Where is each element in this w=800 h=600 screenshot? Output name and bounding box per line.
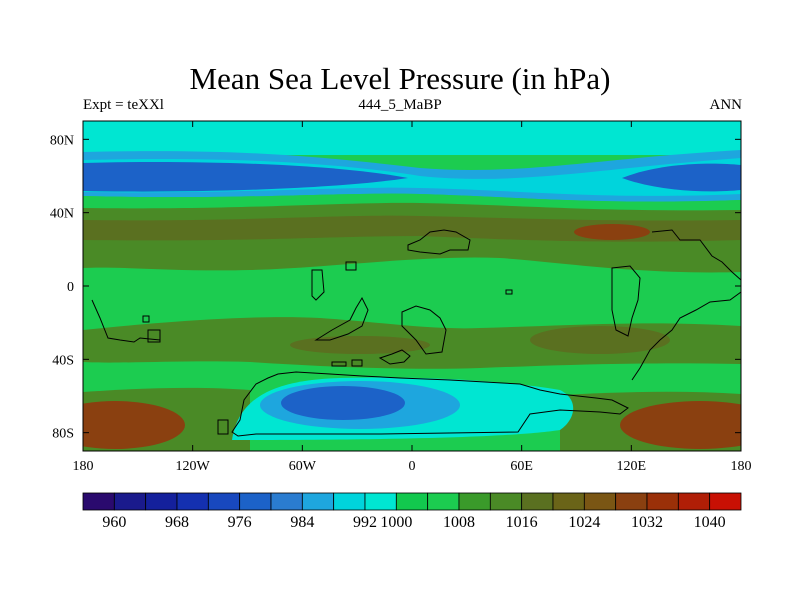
coastline-islet-6 (378, 349, 411, 365)
midlat-transition-north (83, 193, 741, 211)
experiment-name: 444_5_MaBP (358, 97, 442, 113)
colorbar-label: 992 (353, 514, 377, 531)
coastline-antarctic-margin (231, 371, 629, 437)
colorbar-swatch (458, 492, 491, 511)
colorbar-swatch (301, 492, 335, 511)
colorbar-swatch (489, 492, 523, 511)
colorbar: 960 968 976 984 992 1000 1008 1016 1024 1032 1040 (82, 492, 742, 531)
southwest-high-core (83, 401, 185, 449)
coastline-islet-7 (505, 289, 513, 295)
colorbar-swatch (709, 492, 742, 511)
coastline-western-margin (314, 296, 369, 341)
colorbar-label: 976 (228, 514, 252, 531)
colorbar-label: 1000 (380, 514, 412, 531)
colorbar-swatch (677, 492, 711, 511)
coastline-far-east (631, 229, 742, 381)
axis-ticks: 180 120W 60W 0 60E 120E 180 80N 40N 0 40S 80S (50, 121, 752, 474)
y-tick-label: 40S (52, 353, 74, 368)
coastline-islet-8 (217, 419, 229, 435)
colorbar-swatch (646, 492, 679, 511)
x-tick-label: 60E (510, 459, 533, 474)
asian-high (574, 224, 650, 240)
y-tick-label: 80N (50, 133, 74, 148)
coastline-central-continent (401, 305, 447, 355)
season-label: ANN (709, 97, 743, 113)
x-tick-label: 60W (289, 459, 317, 474)
colorbar-swatch (583, 492, 617, 511)
pressure-field (83, 121, 741, 451)
south-atlantic-high (290, 336, 430, 354)
coastline-islet-5 (351, 359, 363, 367)
colorbar-label: 1016 (506, 514, 538, 531)
x-tick-label: 0 (409, 459, 416, 474)
coastline-eastern-continent (611, 265, 641, 337)
coastline-islet-2 (142, 315, 150, 323)
colorbar-swatch (427, 492, 460, 511)
colorbar-label: 984 (290, 514, 314, 531)
colorbar-label: 1032 (631, 514, 663, 531)
colorbar-swatch (207, 492, 241, 511)
coastline-islet-1 (345, 261, 357, 271)
colorbar-label: 968 (165, 514, 189, 531)
coastline-north-continent (407, 229, 471, 255)
colorbar-swatch (113, 492, 147, 511)
coastlines (91, 229, 742, 437)
colorbar-swatch (521, 492, 554, 511)
colorbar-label: 1040 (694, 514, 726, 531)
coastline-southwest (91, 299, 161, 343)
x-tick-label: 120W (176, 459, 211, 474)
coastline-small-landmass (311, 269, 325, 301)
coastline-islet-3 (147, 329, 161, 343)
southeast-high-core (620, 401, 741, 449)
antarctic-low-core (281, 386, 405, 420)
colorbar-swatch (82, 492, 115, 511)
icelandic-low (622, 163, 741, 192)
colorbar-label: 1024 (568, 514, 600, 531)
plot-title: Mean Sea Level Pressure (in hPa) (189, 61, 611, 96)
experiment-label: Expt = teXXl (83, 97, 164, 113)
subtropical-high-north-core (83, 215, 741, 242)
colorbar-swatch (145, 492, 178, 511)
colorbar-swatch (239, 492, 272, 511)
colorbar-swatch (615, 492, 648, 511)
colorbar-swatch (395, 492, 429, 511)
y-tick-label: 0 (67, 280, 74, 295)
colorbar-swatch (552, 492, 585, 511)
y-tick-label: 80S (52, 427, 74, 442)
colorbar-label: 1008 (443, 514, 475, 531)
x-tick-label: 180 (73, 459, 94, 474)
colorbar-swatch (270, 492, 303, 511)
colorbar-swatch (333, 492, 366, 511)
coastline-islet-4 (331, 361, 347, 367)
colorbar-label: 960 (102, 514, 126, 531)
aleutian-low (83, 161, 408, 192)
colorbar-swatch (176, 492, 209, 511)
y-tick-label: 40N (50, 207, 74, 222)
south-pacific-high (530, 326, 670, 354)
x-tick-label: 120E (617, 459, 647, 474)
x-tick-label: 180 (731, 459, 752, 474)
colorbar-swatch (364, 492, 397, 511)
